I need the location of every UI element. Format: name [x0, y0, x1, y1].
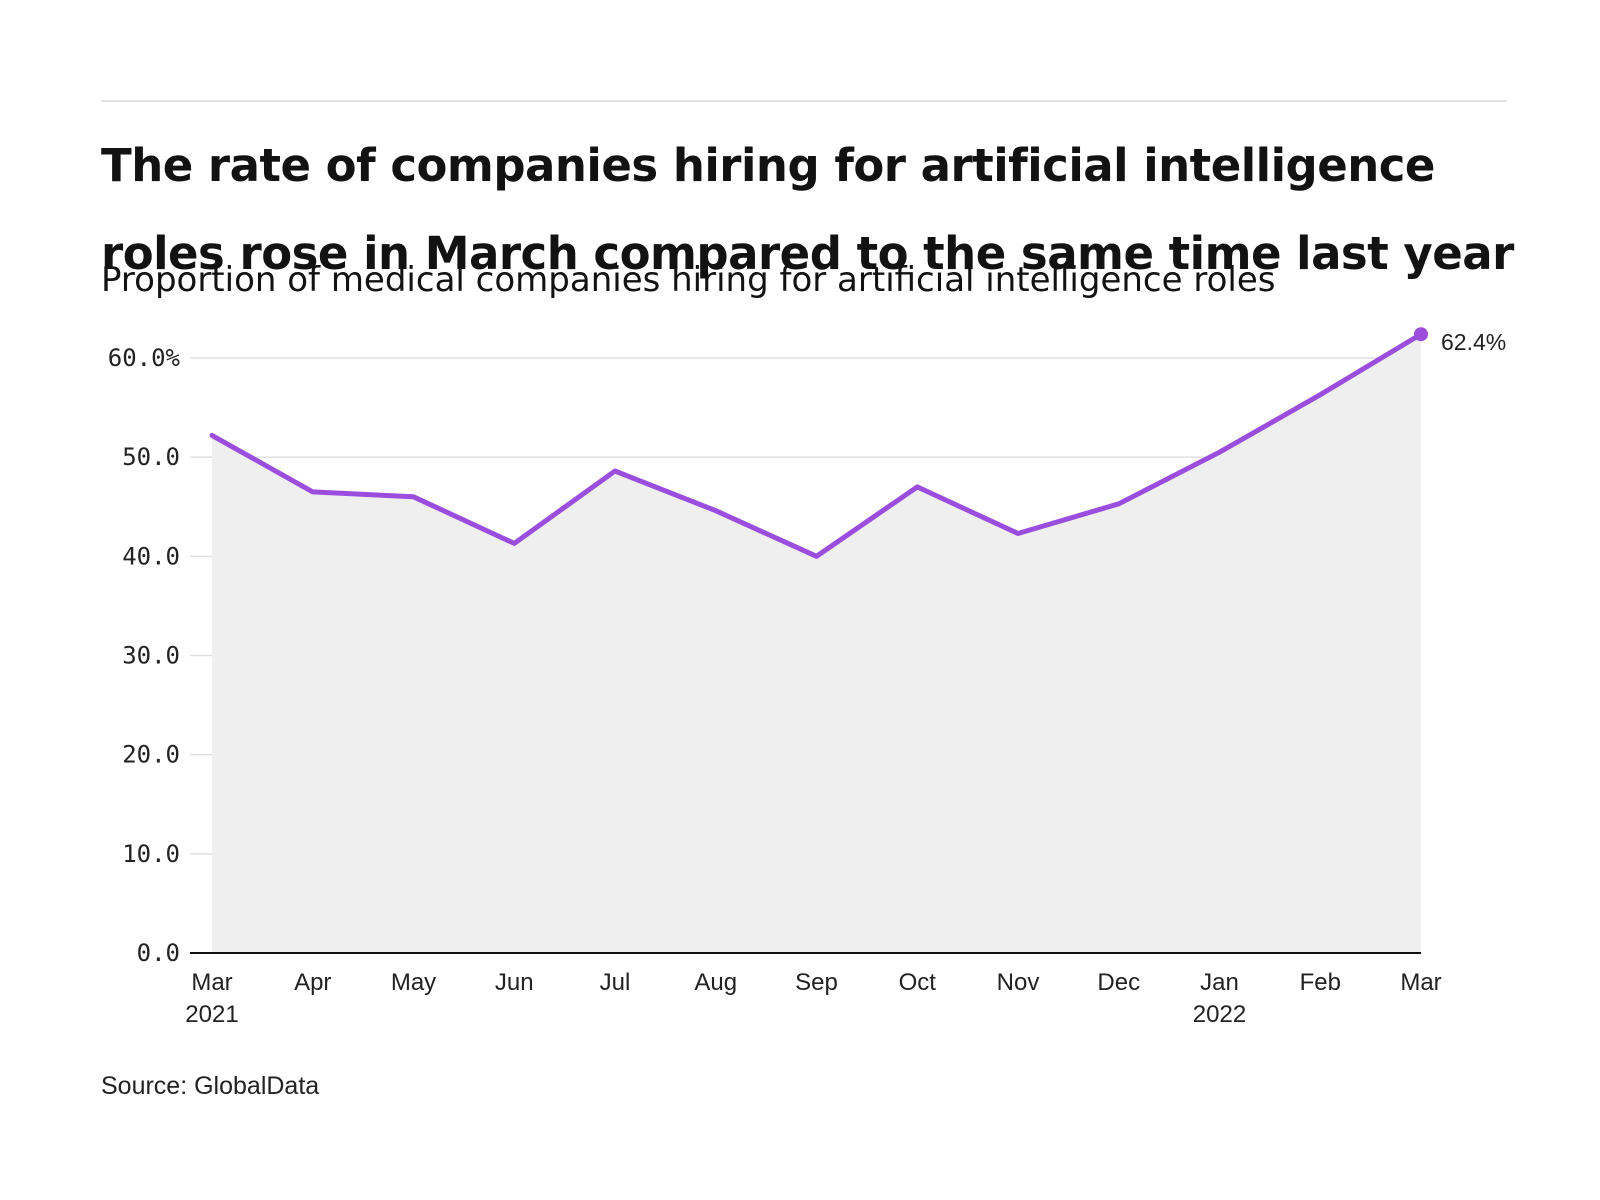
y-tick-label: 20.0 [122, 741, 180, 769]
top-divider [101, 100, 1507, 102]
y-tick-label: 30.0 [122, 642, 180, 670]
x-tick-label: Mar [1400, 969, 1441, 996]
x-tick-label: Jan [1200, 969, 1239, 996]
y-tick-label: 50.0 [122, 443, 180, 471]
x-tick-labels: Mar 2021 Apr May Jun Jul Aug Sep Oct Nov Dec Jan 202… [185, 969, 1441, 1028]
source-note: Source: GlobalData [101, 1072, 320, 1100]
y-tick-label: 60.0% [108, 344, 181, 372]
y-tick-label: 0.0 [137, 939, 180, 967]
area-fill-group [212, 334, 1421, 953]
area-fill [212, 334, 1421, 953]
x-tick-label: Nov [997, 969, 1040, 996]
x-tick-label: Mar [191, 969, 232, 996]
y-tick-label: 40.0 [122, 542, 180, 570]
chart-title: The rate of companies hiring for artific… [101, 139, 1514, 280]
x-tick-label: Apr [294, 969, 331, 996]
x-tick-label: Sep [795, 969, 838, 996]
end-point-marker [1414, 327, 1428, 342]
chart-subtitle: Proportion of medical companies hiring f… [101, 260, 1276, 300]
x-tick-label: Jun [495, 969, 534, 996]
x-tick-year-label: 2022 [1193, 1001, 1246, 1028]
y-tick-label: 10.0 [122, 840, 180, 868]
x-tick-label: May [391, 969, 436, 996]
end-value-label: 62.4% [1441, 329, 1506, 355]
y-tick-labels: 0.0 10.0 20.0 30.0 40.0 50.0 60.0% [108, 344, 181, 967]
x-tick-label: Feb [1300, 969, 1341, 996]
x-tick-label: Dec [1097, 969, 1140, 996]
x-tick-label: Jul [600, 969, 631, 996]
x-tick-label: Aug [694, 969, 737, 996]
x-tick-label: Oct [899, 969, 937, 996]
end-marker-group: 62.4% [1414, 327, 1506, 355]
x-tick-year-label: 2021 [185, 1001, 238, 1028]
